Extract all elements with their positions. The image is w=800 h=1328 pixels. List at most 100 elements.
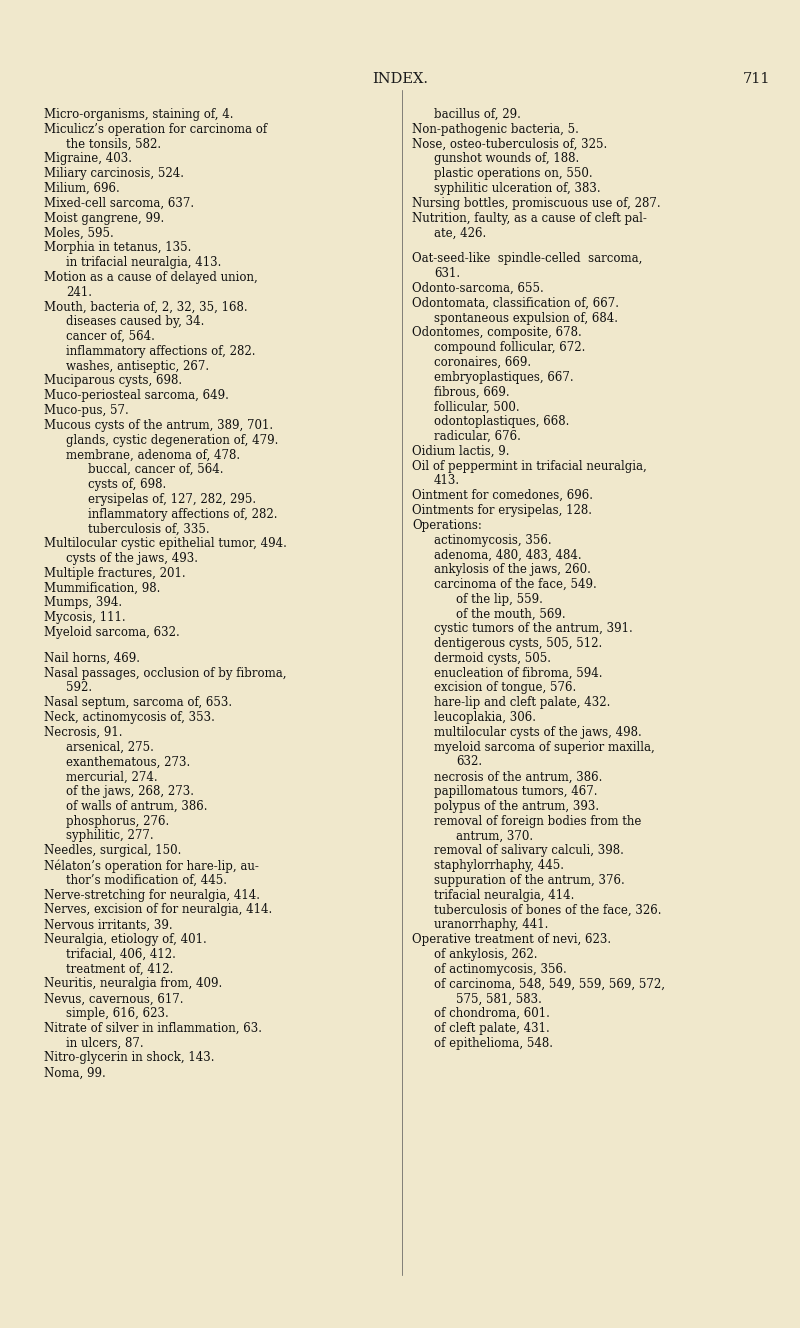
Text: Oat-seed-like  spindle-celled  sarcoma,: Oat-seed-like spindle-celled sarcoma,: [412, 252, 642, 266]
Text: Milium, 696.: Milium, 696.: [44, 182, 120, 195]
Text: Muco-periosteal sarcoma, 649.: Muco-periosteal sarcoma, 649.: [44, 389, 229, 402]
Text: Necrosis, 91.: Necrosis, 91.: [44, 726, 122, 738]
Text: Nutrition, faulty, as a cause of cleft pal-: Nutrition, faulty, as a cause of cleft p…: [412, 211, 647, 224]
Text: Neuritis, neuralgia from, 409.: Neuritis, neuralgia from, 409.: [44, 977, 222, 991]
Text: actinomycosis, 356.: actinomycosis, 356.: [434, 534, 552, 547]
Text: diseases caused by, 34.: diseases caused by, 34.: [66, 315, 204, 328]
Text: Mummification, 98.: Mummification, 98.: [44, 582, 160, 595]
Text: phosphorus, 276.: phosphorus, 276.: [66, 814, 170, 827]
Text: Operative treatment of nevi, 623.: Operative treatment of nevi, 623.: [412, 934, 611, 946]
Text: of epithelioma, 548.: of epithelioma, 548.: [434, 1037, 553, 1049]
Text: removal of salivary calculi, 398.: removal of salivary calculi, 398.: [434, 845, 624, 858]
Text: Nasal septum, sarcoma of, 653.: Nasal septum, sarcoma of, 653.: [44, 696, 232, 709]
Text: necrosis of the antrum, 386.: necrosis of the antrum, 386.: [434, 770, 602, 784]
Text: 241.: 241.: [66, 286, 92, 299]
Text: removal of foreign bodies from the: removal of foreign bodies from the: [434, 814, 642, 827]
Text: inflammatory affections of, 282.: inflammatory affections of, 282.: [66, 345, 255, 357]
Text: spontaneous expulsion of, 684.: spontaneous expulsion of, 684.: [434, 312, 618, 324]
Text: Odontomata, classification of, 667.: Odontomata, classification of, 667.: [412, 296, 619, 309]
Text: plastic operations on, 550.: plastic operations on, 550.: [434, 167, 593, 181]
Text: Noma, 99.: Noma, 99.: [44, 1066, 106, 1080]
Text: hare-lip and cleft palate, 432.: hare-lip and cleft palate, 432.: [434, 696, 610, 709]
Text: Oil of peppermint in trifacial neuralgia,: Oil of peppermint in trifacial neuralgia…: [412, 459, 646, 473]
Text: Myeloid sarcoma, 632.: Myeloid sarcoma, 632.: [44, 625, 180, 639]
Text: membrane, adenoma of, 478.: membrane, adenoma of, 478.: [66, 449, 240, 461]
Text: Micro-organisms, staining of, 4.: Micro-organisms, staining of, 4.: [44, 108, 234, 121]
Text: Miliary carcinosis, 524.: Miliary carcinosis, 524.: [44, 167, 184, 181]
Text: of ankylosis, 262.: of ankylosis, 262.: [434, 948, 538, 961]
Text: Nervous irritants, 39.: Nervous irritants, 39.: [44, 918, 173, 931]
Text: of actinomycosis, 356.: of actinomycosis, 356.: [434, 963, 566, 976]
Text: Morphia in tetanus, 135.: Morphia in tetanus, 135.: [44, 242, 191, 254]
Text: simple, 616, 623.: simple, 616, 623.: [66, 1007, 169, 1020]
Text: cysts of the jaws, 493.: cysts of the jaws, 493.: [66, 552, 198, 564]
Text: Mouth, bacteria of, 2, 32, 35, 168.: Mouth, bacteria of, 2, 32, 35, 168.: [44, 300, 248, 313]
Text: treatment of, 412.: treatment of, 412.: [66, 963, 174, 976]
Text: fibrous, 669.: fibrous, 669.: [434, 385, 510, 398]
Text: Multiple fractures, 201.: Multiple fractures, 201.: [44, 567, 186, 580]
Text: tuberculosis of, 335.: tuberculosis of, 335.: [88, 522, 210, 535]
Text: compound follicular, 672.: compound follicular, 672.: [434, 341, 586, 355]
Text: of walls of antrum, 386.: of walls of antrum, 386.: [66, 799, 207, 813]
Text: Needles, surgical, 150.: Needles, surgical, 150.: [44, 845, 182, 858]
Text: 413.: 413.: [434, 474, 460, 487]
Text: arsenical, 275.: arsenical, 275.: [66, 741, 154, 754]
Text: coronaires, 669.: coronaires, 669.: [434, 356, 531, 369]
Text: Migraine, 403.: Migraine, 403.: [44, 153, 132, 166]
Text: excision of tongue, 576.: excision of tongue, 576.: [434, 681, 576, 695]
Text: embryoplastiques, 667.: embryoplastiques, 667.: [434, 371, 574, 384]
Text: adenoma, 480, 483, 484.: adenoma, 480, 483, 484.: [434, 548, 582, 562]
Text: Oidium lactis, 9.: Oidium lactis, 9.: [412, 445, 510, 458]
Text: Mixed-cell sarcoma, 637.: Mixed-cell sarcoma, 637.: [44, 197, 194, 210]
Text: Nitrate of silver in inflammation, 63.: Nitrate of silver in inflammation, 63.: [44, 1023, 262, 1035]
Text: exanthematous, 273.: exanthematous, 273.: [66, 756, 190, 769]
Text: leucoplakia, 306.: leucoplakia, 306.: [434, 710, 536, 724]
Text: Nose, osteo-tuberculosis of, 325.: Nose, osteo-tuberculosis of, 325.: [412, 138, 607, 150]
Text: Operations:: Operations:: [412, 519, 482, 531]
Text: of chondroma, 601.: of chondroma, 601.: [434, 1007, 550, 1020]
Text: the tonsils, 582.: the tonsils, 582.: [66, 138, 161, 150]
Text: dermoid cysts, 505.: dermoid cysts, 505.: [434, 652, 551, 665]
Text: myeloid sarcoma of superior maxilla,: myeloid sarcoma of superior maxilla,: [434, 741, 654, 754]
Text: radicular, 676.: radicular, 676.: [434, 430, 521, 444]
Text: carcinoma of the face, 549.: carcinoma of the face, 549.: [434, 578, 597, 591]
Text: 575, 581, 583.: 575, 581, 583.: [456, 992, 542, 1005]
Text: Nitro-glycerin in shock, 143.: Nitro-glycerin in shock, 143.: [44, 1052, 214, 1065]
Text: enucleation of fibroma, 594.: enucleation of fibroma, 594.: [434, 667, 602, 680]
Text: Motion as a cause of delayed union,: Motion as a cause of delayed union,: [44, 271, 258, 284]
Text: INDEX.: INDEX.: [372, 72, 428, 86]
Text: Nail horns, 469.: Nail horns, 469.: [44, 652, 140, 665]
Text: Nasal passages, occlusion of by fibroma,: Nasal passages, occlusion of by fibroma,: [44, 667, 286, 680]
Text: Non-pathogenic bacteria, 5.: Non-pathogenic bacteria, 5.: [412, 122, 579, 135]
Text: dentigerous cysts, 505, 512.: dentigerous cysts, 505, 512.: [434, 637, 602, 651]
Text: Muciparous cysts, 698.: Muciparous cysts, 698.: [44, 374, 182, 388]
Text: gunshot wounds of, 188.: gunshot wounds of, 188.: [434, 153, 579, 166]
Text: thor’s modification of, 445.: thor’s modification of, 445.: [66, 874, 227, 887]
Text: cancer of, 564.: cancer of, 564.: [66, 329, 155, 343]
Text: tuberculosis of bones of the face, 326.: tuberculosis of bones of the face, 326.: [434, 903, 662, 916]
Text: ate, 426.: ate, 426.: [434, 226, 486, 239]
Text: cysts of, 698.: cysts of, 698.: [88, 478, 166, 491]
Text: Odonto-sarcoma, 655.: Odonto-sarcoma, 655.: [412, 282, 544, 295]
Text: multilocular cysts of the jaws, 498.: multilocular cysts of the jaws, 498.: [434, 726, 642, 738]
Text: syphilitic ulceration of, 383.: syphilitic ulceration of, 383.: [434, 182, 601, 195]
Text: erysipelas of, 127, 282, 295.: erysipelas of, 127, 282, 295.: [88, 493, 256, 506]
Text: staphylorrhaphy, 445.: staphylorrhaphy, 445.: [434, 859, 564, 872]
Text: buccal, cancer of, 564.: buccal, cancer of, 564.: [88, 463, 223, 477]
Text: bacillus of, 29.: bacillus of, 29.: [434, 108, 521, 121]
Text: Neuralgia, etiology of, 401.: Neuralgia, etiology of, 401.: [44, 934, 206, 946]
Text: uranorrhaphy, 441.: uranorrhaphy, 441.: [434, 918, 548, 931]
Text: mercurial, 274.: mercurial, 274.: [66, 770, 158, 784]
Text: cystic tumors of the antrum, 391.: cystic tumors of the antrum, 391.: [434, 623, 633, 635]
Text: Mycosis, 111.: Mycosis, 111.: [44, 611, 126, 624]
Text: Nursing bottles, promiscuous use of, 287.: Nursing bottles, promiscuous use of, 287…: [412, 197, 661, 210]
Text: follicular, 500.: follicular, 500.: [434, 400, 520, 413]
Text: Mumps, 394.: Mumps, 394.: [44, 596, 122, 610]
Text: 631.: 631.: [434, 267, 460, 280]
Text: 711: 711: [742, 72, 770, 86]
Text: syphilitic, 277.: syphilitic, 277.: [66, 830, 154, 842]
Text: in trifacial neuralgia, 413.: in trifacial neuralgia, 413.: [66, 256, 222, 270]
Text: of cleft palate, 431.: of cleft palate, 431.: [434, 1023, 550, 1035]
Text: Muco-pus, 57.: Muco-pus, 57.: [44, 404, 129, 417]
Text: Nélaton’s operation for hare-lip, au-: Nélaton’s operation for hare-lip, au-: [44, 859, 259, 872]
